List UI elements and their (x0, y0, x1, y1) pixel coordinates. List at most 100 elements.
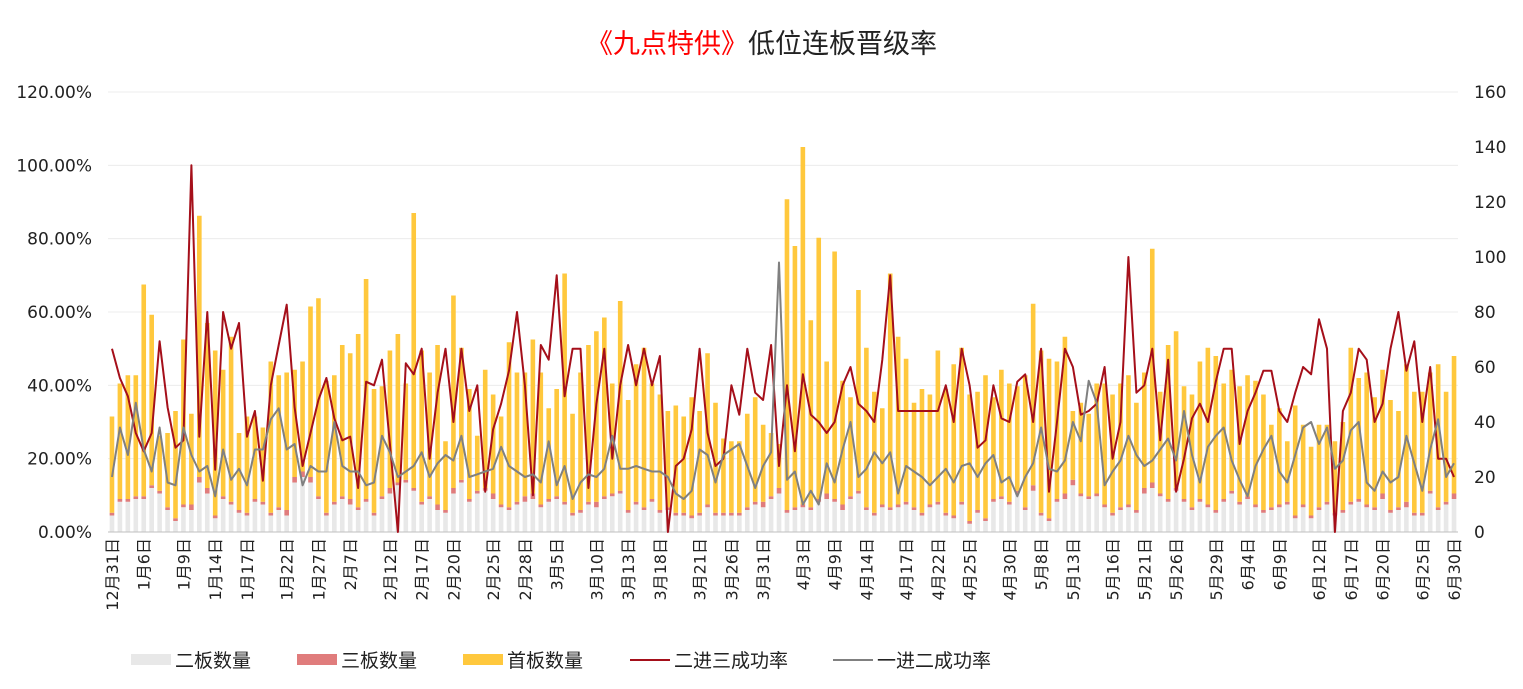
bar-segment (244, 512, 250, 516)
bar-segment (1380, 493, 1385, 499)
bar-segment (324, 515, 329, 532)
bar-segment (1277, 507, 1282, 532)
bar-segment (292, 369, 297, 477)
bar-segment (1181, 499, 1187, 502)
bar-segment (1348, 347, 1354, 502)
bar-segment (951, 518, 957, 532)
bar-segment (625, 512, 631, 532)
bar-segment (1022, 507, 1028, 510)
bar-segment (514, 501, 520, 505)
bar-segment (768, 499, 774, 532)
bar-segment (697, 411, 702, 513)
bar-segment (1435, 507, 1441, 510)
bar-segment (1356, 499, 1362, 502)
bar-segment (578, 372, 583, 510)
bar-segment (1419, 515, 1425, 532)
bar-segment (1189, 507, 1195, 510)
series-line (111, 261, 1455, 506)
bar-segment (1451, 356, 1457, 494)
bar-segment (117, 501, 123, 532)
bar-segment (427, 372, 432, 497)
bar-segment (1356, 501, 1362, 532)
bar-segment (744, 413, 750, 508)
bar-segment (1062, 493, 1068, 499)
bar-segment (792, 507, 798, 510)
bar-segment (1372, 510, 1377, 532)
chart-title-brand: 《九点特供》 (586, 29, 748, 60)
bar-segment (1404, 507, 1409, 532)
bar-segment (752, 397, 758, 502)
bar-segment (1316, 510, 1322, 532)
bar-segment (157, 490, 162, 494)
bar-segment (697, 515, 702, 532)
chart-title-main: 低位连板晋级率 (748, 29, 937, 60)
bar-segment (983, 375, 988, 519)
bar-segment (411, 490, 417, 532)
bar-segment (816, 237, 822, 499)
bar-segment (482, 490, 488, 532)
bar-segment (157, 435, 162, 491)
bar-segment (1364, 507, 1369, 532)
bar-segment (1364, 372, 1369, 505)
bar-segment (856, 290, 861, 491)
bar-segment (403, 482, 409, 532)
bar-segment (522, 501, 528, 532)
bar-segment (879, 507, 885, 532)
bar-segment (1396, 510, 1401, 532)
bar-segment (1030, 485, 1036, 491)
bar-segment (387, 350, 393, 488)
bar-segment (1419, 512, 1425, 516)
bar-segment (1157, 391, 1163, 494)
bar-segment (705, 504, 710, 508)
bar-segment (419, 350, 424, 502)
bar-segment (1221, 383, 1227, 499)
bar-segment (887, 510, 893, 532)
bar-segment (276, 510, 282, 532)
bar-segment (1165, 345, 1171, 499)
bar-segment (602, 496, 607, 499)
bar-segment (1308, 515, 1314, 519)
bar-segment (165, 510, 170, 532)
bar-segment (1142, 493, 1147, 532)
bar-segment (339, 345, 345, 497)
bar-segment (768, 496, 774, 499)
bar-segment (260, 501, 266, 505)
bar-segment (514, 504, 520, 532)
bar-segment (244, 515, 250, 532)
bar-segment (1126, 507, 1131, 532)
x-axis-tick-label: 5月13日 (1064, 538, 1083, 601)
bar-segment (943, 515, 949, 532)
bar-segment (1181, 386, 1187, 499)
bar-segment (332, 504, 337, 532)
bar-segment (554, 496, 559, 499)
bar-segment (1388, 512, 1393, 532)
left-axis-tick-label: 20.00% (27, 450, 92, 470)
bar-segment (1427, 372, 1433, 491)
bar-segment (252, 416, 258, 499)
chart-title: 《九点特供》低位连板晋级率 (0, 22, 1523, 61)
bar-segment (125, 501, 131, 532)
bar-segment (760, 507, 766, 532)
bar-segment (1030, 303, 1036, 486)
bar-segment (911, 507, 917, 510)
bar-segment (443, 510, 448, 513)
bar-segment (697, 512, 702, 516)
bar-segment (538, 507, 544, 532)
bar-segment (1324, 501, 1330, 505)
bar-segment (220, 496, 226, 499)
bar-segment (713, 402, 718, 513)
bar-segment (784, 512, 790, 532)
bar-segment (427, 496, 432, 499)
bar-segment (848, 496, 853, 499)
x-axis-tick-label: 3月18日 (651, 538, 670, 601)
x-axis-tick-label: 3月5日 (548, 538, 567, 590)
bar-segment (451, 488, 456, 494)
bar-segment (975, 512, 980, 532)
bar-segment (1054, 501, 1060, 532)
bar-segment (983, 521, 988, 532)
legend-swatch (297, 654, 337, 665)
legend-label: 二进三成功率 (674, 650, 788, 672)
bar-segment (1030, 490, 1036, 532)
bar-segment (879, 504, 885, 508)
bar-segment (316, 499, 321, 532)
